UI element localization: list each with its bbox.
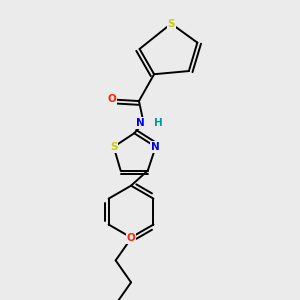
Text: S: S bbox=[167, 19, 175, 29]
Text: S: S bbox=[110, 142, 117, 152]
Text: N: N bbox=[151, 142, 160, 152]
Text: N: N bbox=[136, 118, 144, 128]
Text: O: O bbox=[127, 233, 135, 243]
Text: O: O bbox=[108, 94, 116, 104]
Text: H: H bbox=[154, 118, 163, 128]
